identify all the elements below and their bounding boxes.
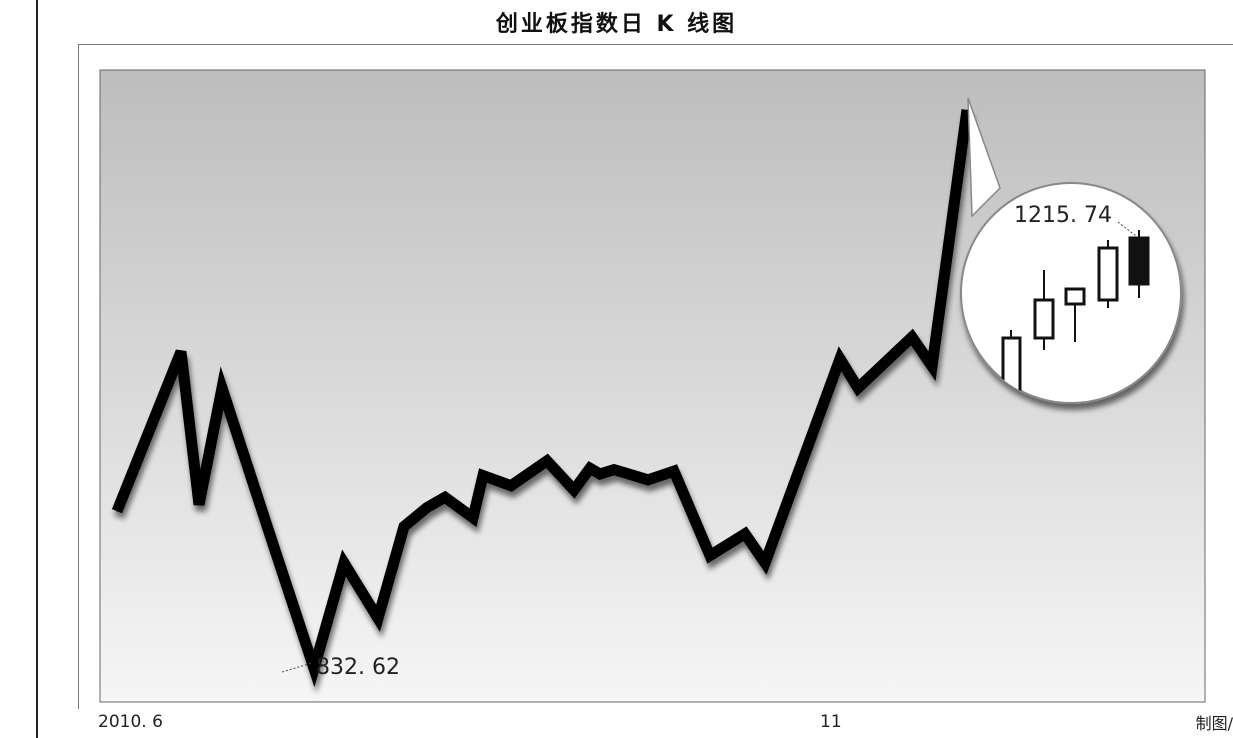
data-point-26 <box>911 336 913 338</box>
magnifier-pointer <box>967 97 1001 218</box>
magnifier-callout: 1215. 74 <box>960 97 1182 404</box>
credit-label: 制图/ <box>1195 714 1233 733</box>
left-margin-rule <box>36 0 38 738</box>
min-value-label: 832. 62 <box>316 655 400 680</box>
data-point-4 <box>271 540 273 542</box>
max-value-label: 1215. 74 <box>1014 203 1112 228</box>
data-point-6 <box>343 562 345 564</box>
candlestick-group <box>1001 230 1150 400</box>
data-point-14 <box>546 460 548 462</box>
data-point-7 <box>377 617 379 619</box>
data-point-1 <box>180 351 182 353</box>
data-point-10 <box>444 496 446 498</box>
min-leader-line <box>281 662 313 673</box>
data-point-12 <box>482 475 484 476</box>
data-point-19 <box>647 479 649 481</box>
candle-3-body <box>1064 287 1086 306</box>
data-point-21 <box>709 555 711 557</box>
series-layer <box>111 109 973 688</box>
candle-5-body <box>1128 236 1150 286</box>
data-point-15 <box>573 489 575 491</box>
x-tick-label-mid: 11 <box>820 712 842 732</box>
data-point-27 <box>931 365 933 367</box>
data-point-28 <box>966 109 968 111</box>
candle-4-body <box>1097 246 1119 302</box>
data-point-17 <box>599 473 601 475</box>
data-point-18 <box>613 469 615 471</box>
data-point-22 <box>744 533 746 535</box>
data-point-16 <box>589 467 591 469</box>
data-point-24 <box>839 358 841 360</box>
chart-title: 创业板指数日 K 线图 <box>495 12 738 37</box>
candle-2-body <box>1033 298 1055 340</box>
data-point-3 <box>221 387 223 389</box>
data-point-11 <box>472 517 474 519</box>
data-point-23 <box>764 562 766 564</box>
plot-frame <box>78 44 1233 709</box>
data-point-13 <box>510 485 512 487</box>
data-point-2 <box>198 504 200 506</box>
data-point-25 <box>857 387 859 389</box>
x-tick-label-start: 2010. 6 <box>98 712 163 732</box>
data-point-0 <box>116 510 118 512</box>
data-point-5 <box>313 667 315 669</box>
data-point-8 <box>403 526 405 527</box>
data-point-9 <box>426 507 428 508</box>
data-point-20 <box>673 470 675 472</box>
